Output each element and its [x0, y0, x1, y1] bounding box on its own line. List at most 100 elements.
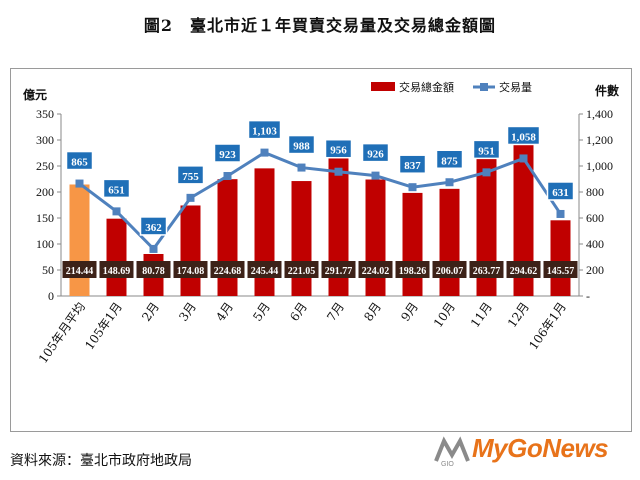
bar-label-bg: [506, 261, 541, 278]
bar-value-label: 214.44: [66, 266, 94, 277]
line-point: [75, 179, 84, 188]
line-point: [223, 172, 232, 181]
line-point: [482, 168, 491, 177]
line-value-label: 362: [145, 222, 162, 234]
line-point: [112, 207, 121, 216]
line-point: [371, 171, 380, 180]
bar-value-label: 148.69: [103, 266, 131, 277]
bar: [365, 179, 386, 296]
chart-title: 圖2 臺北市近１年買賣交易量及交易總金額圖: [143, 16, 497, 35]
logo-text: MyGoNews: [472, 433, 609, 463]
x-tick-label: 11月: [468, 300, 495, 330]
line-value-label: 988: [293, 141, 310, 153]
line-label-bg: [435, 149, 464, 169]
line-point: [519, 154, 528, 163]
right-tick-label: 600: [586, 211, 604, 225]
bar: [217, 179, 238, 296]
x-tick-label: 5月: [250, 300, 273, 324]
line-point: [260, 148, 269, 157]
x-tick-label: 105年月平均: [36, 300, 88, 366]
right-tick-label: 400: [586, 237, 604, 251]
logo-mark-icon: GIO: [434, 436, 470, 467]
left-tick-label: 150: [36, 211, 54, 225]
left-axis-unit: 億元: [23, 87, 47, 102]
line-label-bg: [176, 165, 205, 185]
series-line-transactions: [78, 150, 562, 252]
line-point: [408, 183, 417, 192]
x-tick-label: 106年1月: [526, 300, 569, 353]
legend-bar-label: 交易總金額: [399, 80, 454, 94]
line-value-label: 837: [404, 160, 421, 172]
line-value-label: 875: [441, 155, 458, 167]
bar: [291, 181, 312, 296]
x-tick-label: 10月: [431, 300, 458, 330]
left-tick-label: 300: [36, 133, 54, 147]
right-tick-label: 1,200: [586, 133, 613, 147]
bar-label-bg: [62, 261, 97, 278]
right-tick-label: -: [586, 289, 590, 303]
right-axis-unit: 件數: [595, 83, 619, 98]
bar-value-label: 221.05: [288, 266, 316, 277]
x-tick-label: 3月: [176, 300, 199, 324]
line-value-label: 926: [367, 149, 384, 161]
left-tick-label: 0: [48, 289, 54, 303]
line-label-bg: [472, 139, 501, 160]
bar-value-label: 224.02: [362, 266, 390, 277]
line-label-bg: [398, 154, 427, 174]
bar-value-label: 291.77: [325, 266, 353, 277]
line-point: [556, 209, 565, 218]
x-tick-label: 6月: [287, 300, 310, 324]
bar-value-label: 224.68: [214, 266, 242, 277]
bar: [550, 220, 571, 296]
bar: [180, 205, 201, 296]
bar-value-label: 263.77: [473, 266, 501, 277]
bar-value-label: 294.62: [510, 266, 538, 277]
line-value-label: 923: [219, 149, 236, 161]
legend-line-marker: [480, 83, 488, 91]
line-label-bg: [213, 143, 242, 163]
line-value-label: 631: [552, 187, 569, 199]
bar: [439, 188, 460, 296]
line-label-bg: [506, 125, 541, 146]
chart-area: 0 50 100 150 200 250 300 350 - 200 400 600 800 1,000 1…: [10, 68, 632, 432]
bar: [513, 142, 534, 296]
line-label-bg: [247, 119, 282, 140]
line-value-label: 1,058: [511, 131, 536, 143]
line-value-label: 956: [330, 145, 347, 157]
svg-text:GIO: GIO: [441, 461, 454, 467]
bar-label-bg: [432, 261, 467, 278]
mygonews-logo: GIO MyGoNews: [432, 431, 632, 469]
x-tick-label: 8月: [361, 300, 384, 324]
left-tick-label: 250: [36, 159, 54, 173]
bar-label-bg: [136, 261, 171, 278]
legend-line-label: 交易量: [499, 80, 532, 94]
bar-label-bg: [469, 261, 504, 278]
right-tick-label: 1,000: [586, 159, 613, 173]
left-tick-label: 100: [36, 237, 54, 251]
bar-label-bg: [543, 261, 578, 278]
line-value-label: 951: [478, 145, 495, 157]
line-point: [297, 163, 306, 172]
line-point: [334, 167, 343, 176]
bar-label-bg: [173, 261, 208, 278]
bar: [106, 218, 127, 296]
line-label-bg: [139, 216, 168, 236]
bar: [328, 144, 349, 296]
bar-value-label: 245.44: [251, 266, 279, 277]
line-point: [445, 178, 454, 187]
x-tick-label: 7月: [324, 300, 347, 324]
source-note: 資料來源：臺北市政府地政局: [10, 453, 192, 469]
x-tick-label: 2月: [139, 300, 162, 324]
bar-value-label: 198.26: [399, 266, 427, 277]
bar-label-bg: [395, 261, 430, 278]
line-label-bg: [546, 181, 575, 201]
left-tick-label: 50: [42, 263, 54, 277]
x-tick-label: 4月: [213, 300, 236, 324]
line-point: [186, 193, 195, 202]
bar: [402, 192, 423, 296]
bar-label-bg: [321, 261, 356, 278]
line-label-bg: [102, 178, 131, 199]
bar: [69, 184, 90, 296]
bar-label-bg: [284, 261, 319, 278]
line-value-label: 1,103: [252, 126, 277, 138]
